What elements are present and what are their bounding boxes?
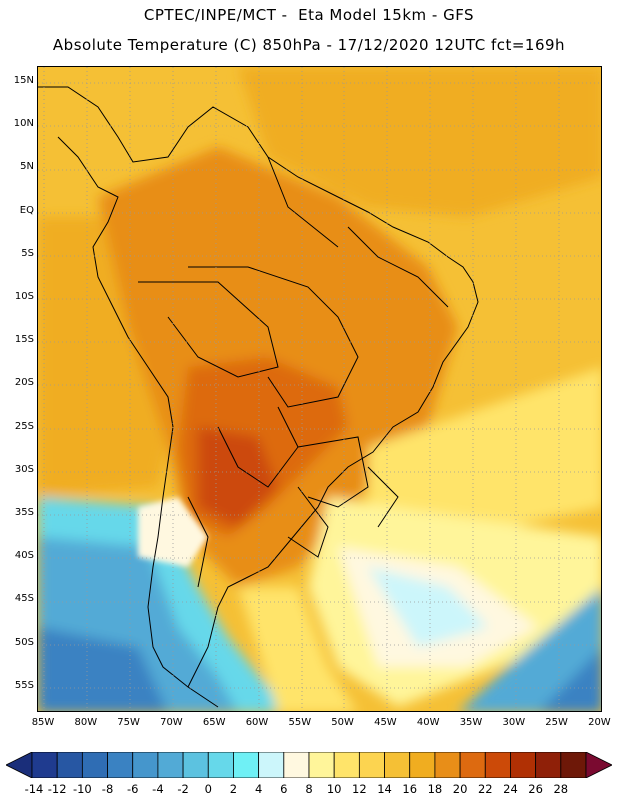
colorbar-tick-label: 18 xyxy=(427,782,443,796)
lat-tick-label: EQ xyxy=(19,204,34,216)
colorbar-swatch xyxy=(510,751,537,779)
colorbar-tick-label: -12 xyxy=(47,782,67,796)
lon-tick-label: 30W xyxy=(502,717,526,728)
map-title-line1: CPTEC/INPE/MCT - Eta Model 15km - GFS xyxy=(143,6,475,24)
colorbar-tick-label: 22 xyxy=(477,782,493,796)
lon-tick-label: 80W xyxy=(74,717,98,728)
colorbar-tick-label: 28 xyxy=(553,782,569,796)
colorbar-swatch xyxy=(308,751,335,779)
colorbar-swatch xyxy=(182,751,209,779)
coastline xyxy=(38,86,479,708)
lat-tick-label: 15S xyxy=(14,334,34,346)
colorbar-swatch xyxy=(484,751,511,779)
colorbar-swatch xyxy=(107,751,134,779)
colorbar-swatch xyxy=(81,751,108,779)
colorbar-swatch xyxy=(31,751,58,779)
lon-tick-label: 85W xyxy=(31,717,55,728)
colorbar-swatch xyxy=(384,751,411,779)
colorbar-tick-label: 14 xyxy=(377,782,392,796)
lon-tick-label: 50W xyxy=(331,717,354,728)
colorbar-swatch xyxy=(434,751,461,779)
lat-tick-label: 10N xyxy=(13,118,34,130)
colorbar-swatch xyxy=(560,751,587,779)
lat-tick-label: 50S xyxy=(14,636,34,648)
lat-tick-label: 55S xyxy=(14,679,34,691)
map-title-line2: Absolute Temperature (C) 850hPa - 17/12/… xyxy=(52,36,566,54)
colorbar-tick-label: -10 xyxy=(72,782,92,796)
colorbar-swatch xyxy=(333,751,360,779)
colorbar-tick-label: 20 xyxy=(452,782,468,796)
colorbar-swatch xyxy=(283,751,310,779)
colorbar xyxy=(5,751,613,779)
colorbar-tick-label: -4 xyxy=(152,782,164,796)
colorbar-high-arrow xyxy=(585,751,613,779)
lon-tick-label: 20W xyxy=(588,717,611,728)
lon-tick-label: 65W xyxy=(202,717,226,728)
colorbar-low-arrow xyxy=(5,751,33,779)
map-panel xyxy=(37,66,602,712)
colorbar-tick-label: 4 xyxy=(254,782,263,796)
colorbar-tick-label: -14 xyxy=(24,782,44,796)
lon-tick-label: 35W xyxy=(459,717,483,728)
lat-tick-label: 30S xyxy=(14,463,34,475)
colorbar-tick-label: -6 xyxy=(126,782,139,796)
colorbar-tick-label: 8 xyxy=(305,782,313,796)
colorbar-swatch xyxy=(157,751,184,779)
lat-tick-label: 40S xyxy=(14,550,34,562)
lat-tick-label: 45S xyxy=(14,593,34,605)
lat-tick-label: 10S xyxy=(14,291,34,302)
lat-tick-label: 5N xyxy=(20,161,34,173)
temperature-map xyxy=(38,67,601,711)
colorbar-swatch xyxy=(233,751,260,779)
colorbar-swatch xyxy=(258,751,285,779)
colorbar-tick-label: 24 xyxy=(503,782,518,796)
colorbar-tick-label: 0 xyxy=(204,782,212,796)
colorbar-swatch xyxy=(409,751,436,779)
lon-tick-label: 25W xyxy=(545,717,568,728)
colorbar-swatch xyxy=(535,751,562,779)
colorbar-tick-label: 16 xyxy=(402,782,418,796)
colorbar-tick-label: 10 xyxy=(326,782,342,796)
lat-tick-label: 15N xyxy=(13,75,34,86)
lat-tick-label: 35S xyxy=(14,507,34,518)
colorbar-tick-label: 26 xyxy=(528,782,543,796)
colorbar-tick-label: 12 xyxy=(352,782,367,796)
colorbar-swatch xyxy=(358,751,385,779)
colorbar-swatch xyxy=(132,751,159,779)
colorbar-tick-label: -2 xyxy=(177,782,189,796)
lon-tick-label: 45W xyxy=(374,717,397,728)
lat-tick-label: 25S xyxy=(14,420,34,432)
colorbar-tick-label: -8 xyxy=(101,782,114,796)
colorbar-swatch xyxy=(207,751,234,779)
lon-tick-label: 60W xyxy=(245,717,269,728)
colorbar-graphic xyxy=(5,751,613,779)
colorbar-tick-label: 2 xyxy=(229,782,238,796)
lon-tick-label: 75W xyxy=(117,717,140,728)
colorbar-swatch xyxy=(56,751,83,779)
lat-tick-label: 5S xyxy=(21,247,34,259)
lon-tick-label: 70W xyxy=(160,717,183,728)
lat-tick-label: 20S xyxy=(14,377,34,389)
colorbar-tick-label: 6 xyxy=(280,782,288,796)
lon-tick-label: 55W xyxy=(288,717,312,728)
lon-tick-label: 40W xyxy=(416,717,440,728)
colorbar-swatch xyxy=(459,751,486,779)
